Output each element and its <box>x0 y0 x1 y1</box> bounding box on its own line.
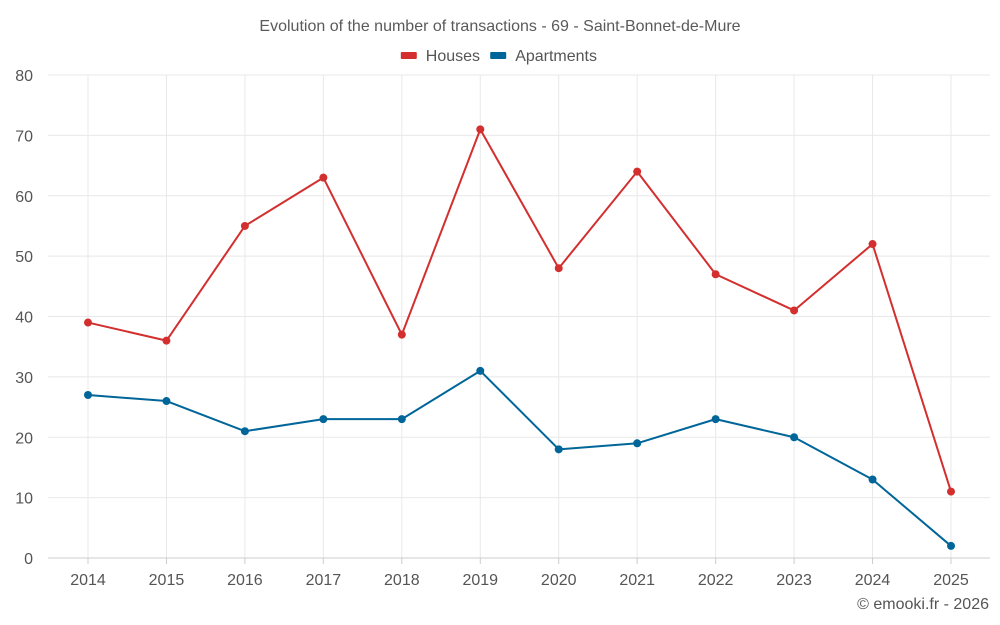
point-houses-2017[interactable] <box>319 173 328 182</box>
x-tick-label: 2016 <box>227 572 263 589</box>
point-apartments-2014[interactable] <box>84 390 92 399</box>
point-houses-2016[interactable] <box>240 221 249 230</box>
x-tick-label: 2018 <box>384 572 420 589</box>
point-houses-2019[interactable] <box>476 125 485 134</box>
series-line-houses <box>87 128 952 492</box>
credit-text: © emooki.fr - 2026 <box>857 596 989 613</box>
legend-swatch-houses <box>400 52 417 59</box>
y-tick-label: 20 <box>15 430 33 447</box>
legend-item-houses[interactable]: Houses <box>400 48 480 65</box>
grid <box>48 74 990 558</box>
y-tick-label: 30 <box>15 370 33 387</box>
point-apartments-2017[interactable] <box>319 415 328 424</box>
x-tick-label: 2020 <box>541 572 577 589</box>
x-tick-label: 2022 <box>698 572 734 589</box>
y-tick-label: 80 <box>15 68 33 85</box>
x-tick-label: 2014 <box>70 572 106 589</box>
x-tick-label: 2023 <box>776 572 812 589</box>
y-tick-label: 70 <box>15 128 33 145</box>
point-apartments-2022[interactable] <box>711 415 720 424</box>
point-apartments-2021[interactable] <box>633 439 642 448</box>
legend: Houses Apartments <box>400 48 597 65</box>
x-tick-label: 2017 <box>306 572 342 589</box>
point-apartments-2016[interactable] <box>240 427 249 436</box>
point-apartments-2015[interactable] <box>162 397 171 406</box>
legend-label-apartments: Apartments <box>515 48 597 65</box>
point-apartments-2025[interactable] <box>947 541 955 550</box>
legend-label-houses: Houses <box>426 48 480 65</box>
series-houses <box>84 125 955 496</box>
legend-item-apartments[interactable]: Apartments <box>490 48 597 65</box>
y-tick-label: 40 <box>15 310 33 327</box>
x-tick-label: 2024 <box>855 572 891 589</box>
point-houses-2023[interactable] <box>790 306 799 315</box>
series-line-apartments <box>87 369 952 547</box>
point-apartments-2018[interactable] <box>397 415 406 424</box>
point-houses-2025[interactable] <box>947 487 955 496</box>
point-apartments-2020[interactable] <box>554 445 563 454</box>
point-houses-2015[interactable] <box>162 336 171 345</box>
point-apartments-2019[interactable] <box>476 366 485 375</box>
y-tick-label: 0 <box>24 551 33 568</box>
point-apartments-2024[interactable] <box>868 475 877 484</box>
x-tick-label: 2025 <box>933 572 969 589</box>
series-layer <box>84 125 955 550</box>
point-houses-2014[interactable] <box>84 318 92 327</box>
point-houses-2018[interactable] <box>397 330 406 339</box>
y-tick-label: 60 <box>15 189 33 206</box>
axes: 0 10 20 30 40 50 60 70 80 2014 2015 2016 2017 2018 201… <box>15 68 990 589</box>
x-tick-label: 2021 <box>619 572 655 589</box>
chart-title: Evolution of the number of transactions … <box>259 18 740 35</box>
y-tick-label: 50 <box>15 249 33 266</box>
series-apartments <box>84 366 955 550</box>
point-apartments-2023[interactable] <box>790 433 799 442</box>
x-tick-label: 2019 <box>462 572 498 589</box>
legend-swatch-apartments <box>490 52 507 59</box>
point-houses-2021[interactable] <box>633 167 642 176</box>
point-houses-2022[interactable] <box>711 270 720 279</box>
point-houses-2020[interactable] <box>554 264 563 273</box>
y-tick-label: 10 <box>15 491 33 508</box>
point-houses-2024[interactable] <box>868 240 877 249</box>
x-tick-label: 2015 <box>149 572 185 589</box>
